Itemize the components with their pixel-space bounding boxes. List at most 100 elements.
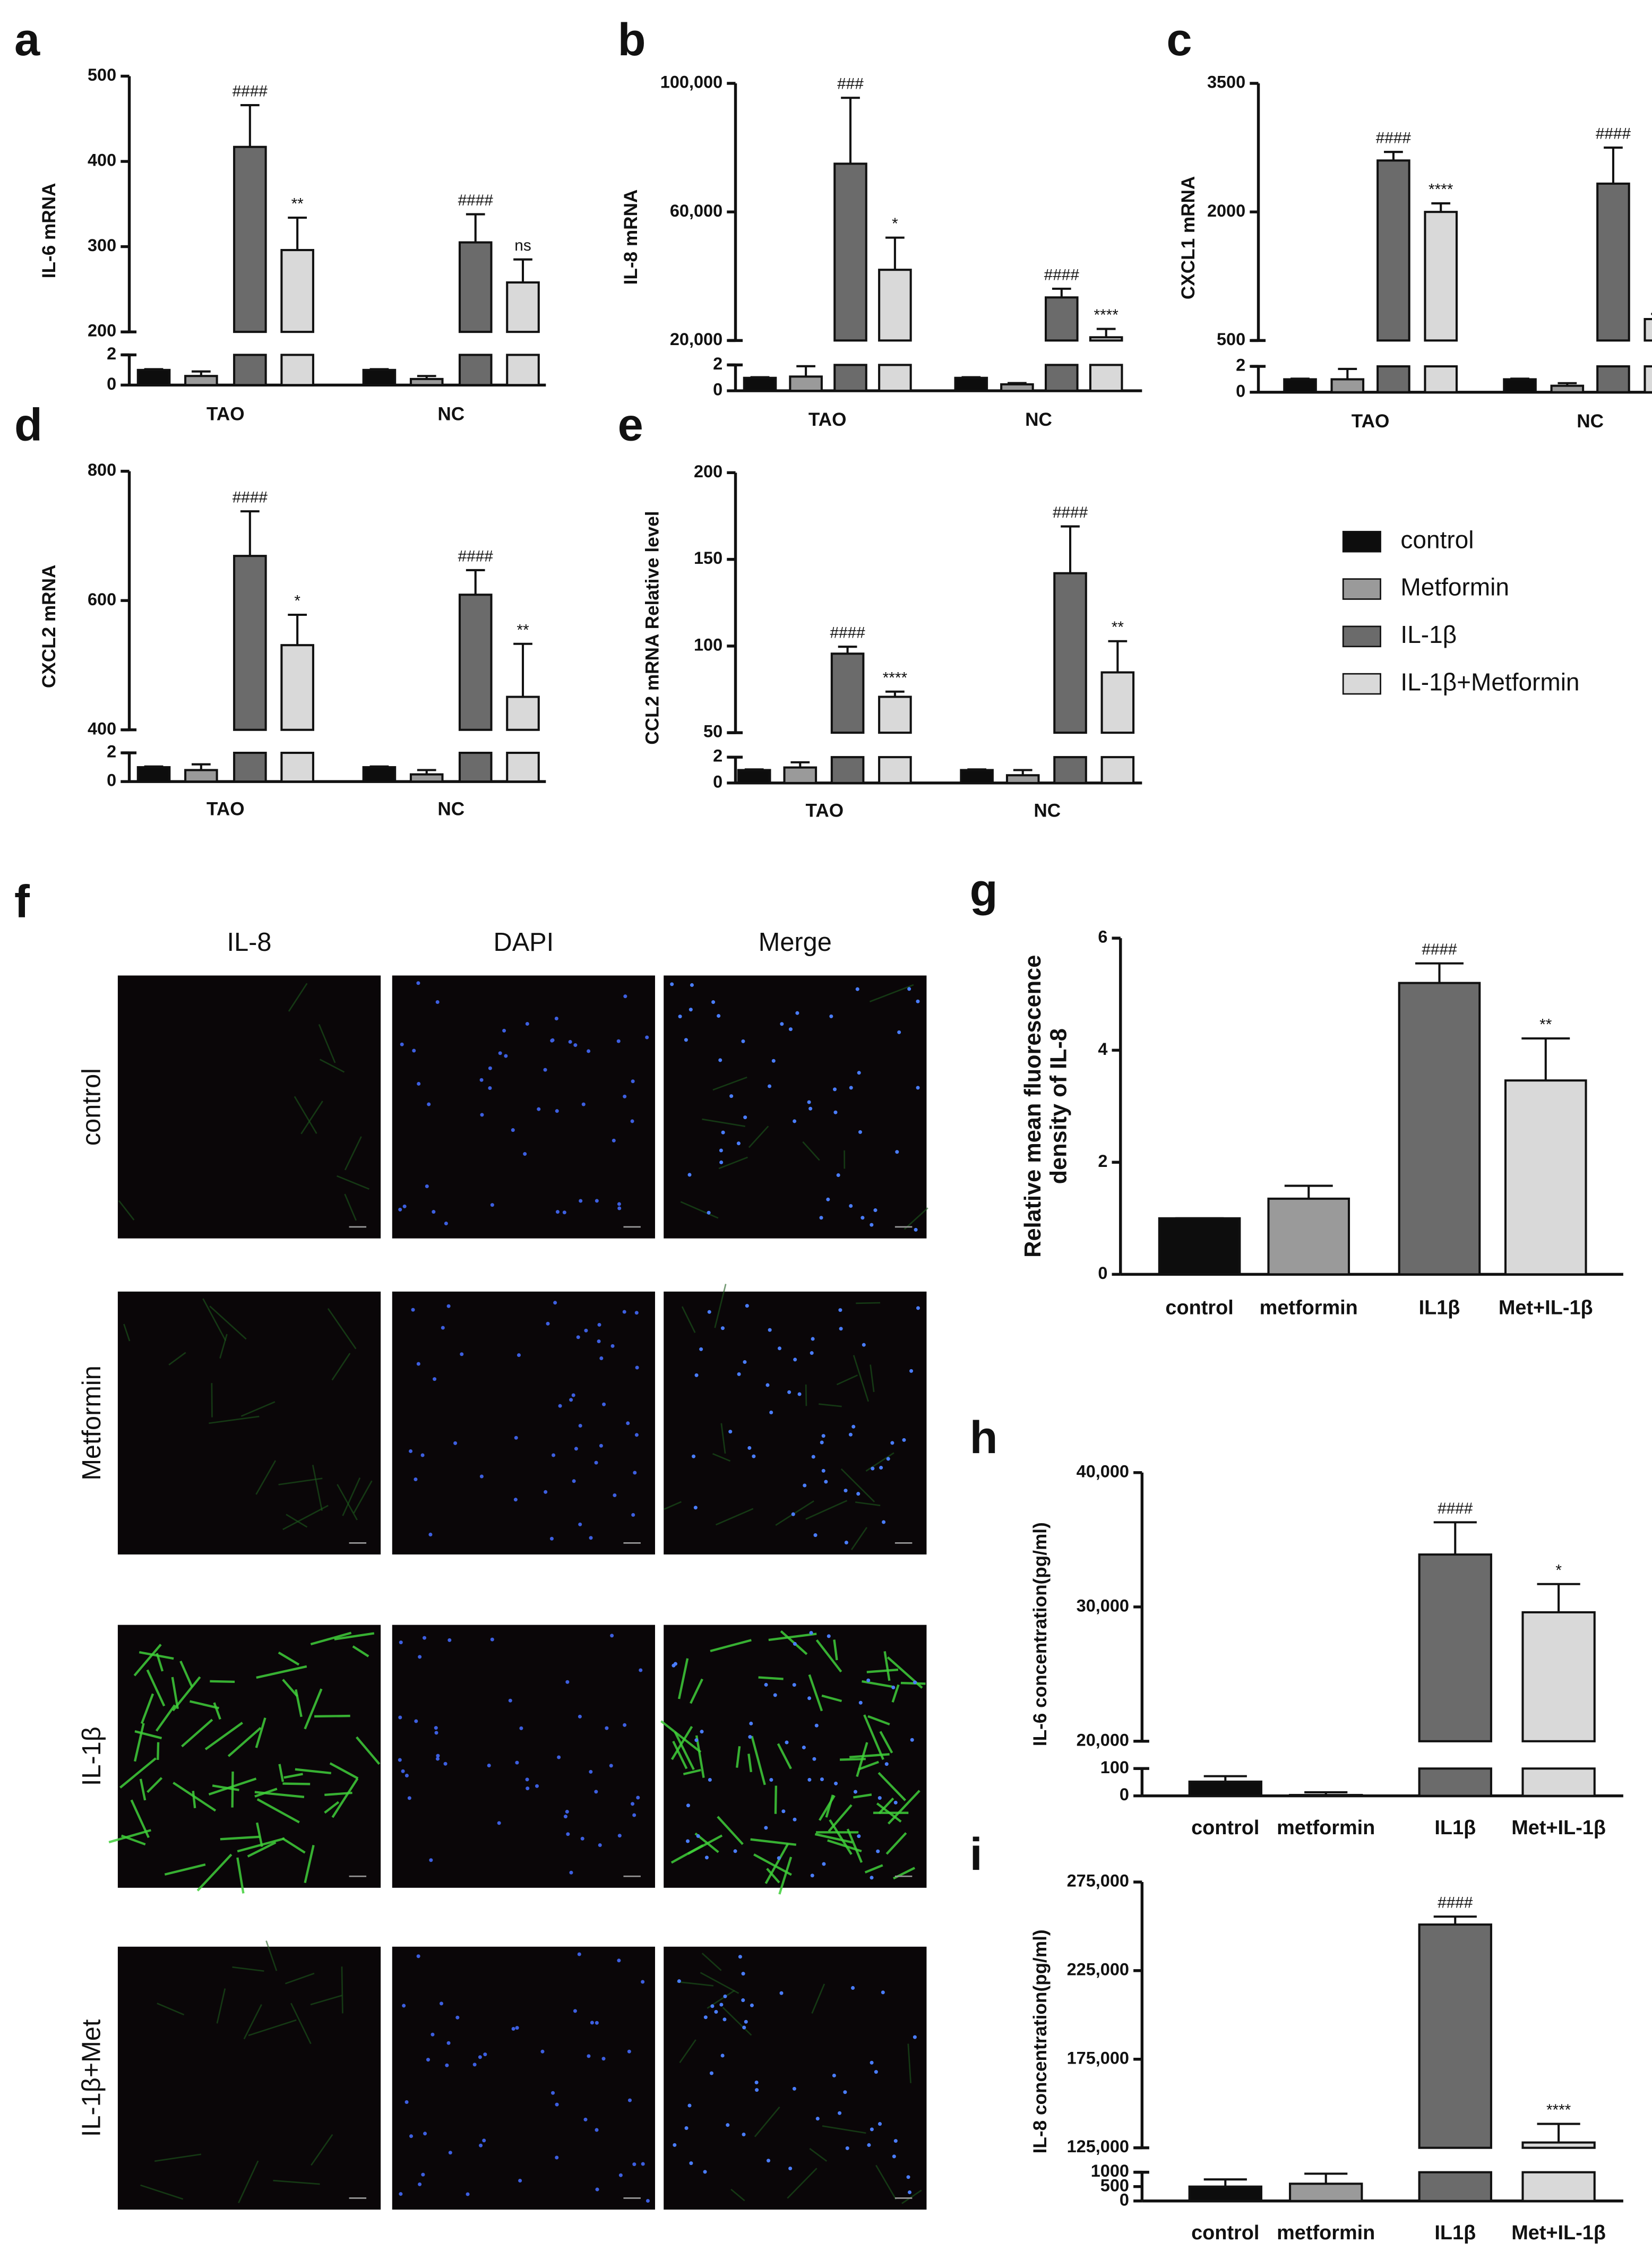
nucleus	[707, 1210, 711, 1215]
nucleus	[809, 1631, 813, 1635]
nucleus	[631, 1079, 635, 1084]
nucleus	[511, 1128, 515, 1132]
nucleus	[630, 1119, 634, 1123]
cell-stain	[273, 2179, 320, 2185]
x-tick-label: IL1β	[1419, 1296, 1460, 1319]
nucleus	[833, 1110, 838, 1114]
nucleus	[810, 1351, 814, 1355]
nucleus	[602, 1402, 606, 1406]
cell-stain	[891, 1684, 900, 1703]
micrograph	[117, 1291, 381, 1555]
bar	[362, 368, 397, 386]
y-tick-label: 125,000	[1067, 2137, 1129, 2156]
nucleus	[595, 2187, 599, 2192]
legend-label: control	[1400, 526, 1474, 553]
nucleus	[399, 2192, 403, 2196]
cell-stain	[677, 1981, 714, 1987]
nucleus	[551, 2091, 555, 2095]
bar	[789, 375, 823, 392]
cell-stain	[208, 1777, 257, 1795]
cell-stain	[758, 1676, 784, 1680]
micrograph	[392, 1946, 655, 2210]
nucleus	[623, 1094, 627, 1098]
x-tick-label: metformin	[1277, 2222, 1375, 2244]
nucleus	[446, 1304, 451, 1308]
bar	[1330, 378, 1365, 393]
cell-stain	[828, 1804, 853, 1832]
significance-label: *	[892, 215, 898, 233]
nucleus	[788, 1027, 793, 1032]
bar	[1596, 182, 1630, 342]
row-label: IL-1β	[78, 1726, 106, 1786]
bar	[878, 364, 912, 392]
nucleus	[737, 1372, 741, 1376]
cell-stain	[717, 1816, 744, 1845]
panel-letter: e	[618, 399, 643, 450]
bar	[1045, 296, 1079, 342]
nucleus	[434, 1726, 438, 1730]
nucleus	[913, 2035, 917, 2039]
x-tick-label: Met+IL-1β	[1511, 2222, 1606, 2244]
nucleus	[423, 2132, 427, 2136]
nucleus	[771, 1059, 776, 1063]
nucleus	[455, 2015, 460, 2020]
y-tick-label: 2	[107, 344, 116, 363]
image-background	[392, 1946, 655, 2210]
cell-stain	[722, 2007, 752, 2036]
bar	[1089, 336, 1123, 342]
cell-stain	[196, 1853, 233, 1892]
bar	[1521, 1767, 1596, 1797]
nucleus	[517, 1353, 521, 1358]
nucleus	[558, 1404, 562, 1408]
nucleus	[478, 2055, 482, 2059]
nucleus	[435, 1757, 440, 1761]
nucleus	[594, 1790, 598, 1794]
nucleus	[569, 1398, 573, 1402]
nucleus	[504, 1054, 508, 1058]
cell-stain	[248, 2019, 297, 2037]
y-tick-label: 40,000	[1077, 1462, 1129, 1481]
nucleus	[690, 983, 694, 987]
y-axis-label: IL-6 mRNA	[39, 183, 59, 279]
cell-stain	[712, 1453, 731, 1462]
cell-stain	[327, 1308, 357, 1350]
nucleus	[431, 2032, 435, 2037]
nucleus	[815, 2117, 820, 2121]
bar	[233, 555, 267, 731]
cell-stain	[119, 1757, 157, 1789]
cell-stain	[232, 1966, 264, 1972]
nucleus	[523, 1152, 527, 1156]
nucleus	[767, 2159, 771, 2163]
cell-stain	[866, 1668, 899, 1673]
nucleus	[907, 987, 911, 991]
nucleus	[641, 1980, 645, 1984]
cell-stain	[875, 2164, 897, 2200]
cell-stain	[318, 1024, 336, 1063]
nucleus	[436, 1754, 440, 1758]
nucleus	[563, 1815, 567, 1819]
nucleus	[573, 2009, 577, 2013]
nucleus	[677, 1979, 681, 1983]
bar	[233, 145, 267, 333]
cell-stain	[355, 1736, 381, 1765]
y-tick-label: 2	[107, 742, 116, 761]
nucleus	[791, 1512, 795, 1516]
nucleus	[836, 1173, 840, 1178]
cell-stain	[190, 1700, 219, 1709]
y-axis-label: IL-8 mRNA	[621, 190, 641, 285]
bar	[506, 695, 540, 731]
significance-label: ####	[233, 489, 268, 506]
nucleus	[700, 1730, 704, 1734]
cell-stain	[715, 1508, 754, 1526]
cell-stain	[216, 1988, 226, 2024]
nucleus	[617, 1834, 622, 1838]
cell-stain	[255, 1460, 277, 1495]
nucleus	[617, 1958, 621, 1963]
cell-stain	[331, 1353, 351, 1381]
nucleus	[577, 1952, 581, 1956]
bar	[280, 751, 314, 783]
nucleus	[857, 1071, 861, 1075]
nucleus	[574, 1447, 578, 1451]
cell-stain	[304, 1845, 315, 1884]
